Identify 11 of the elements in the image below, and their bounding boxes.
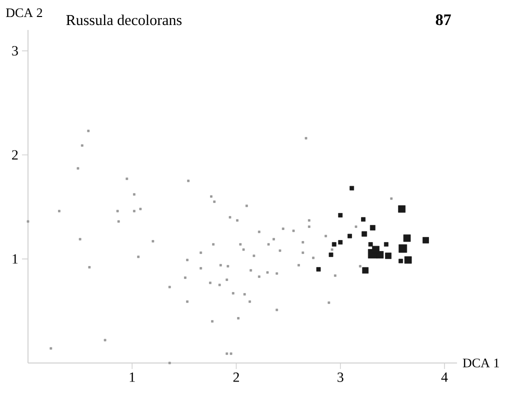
x-tick-label: 1 [130,372,135,382]
y-axis-title: DCA 2 [6,8,42,18]
y-tick-label: 3 [12,46,18,56]
chart-title: Russula decolorans [66,14,182,26]
x-tick-label: 4 [441,372,448,382]
x-tick-label: 2 [233,372,239,382]
y-tick-label: 1 [12,254,18,264]
text: 87 [436,14,451,26]
y-tick-label: 2 [12,150,18,160]
x-axis-title: DCA 1 [462,358,499,368]
x-tick-label: 3 [338,372,344,382]
